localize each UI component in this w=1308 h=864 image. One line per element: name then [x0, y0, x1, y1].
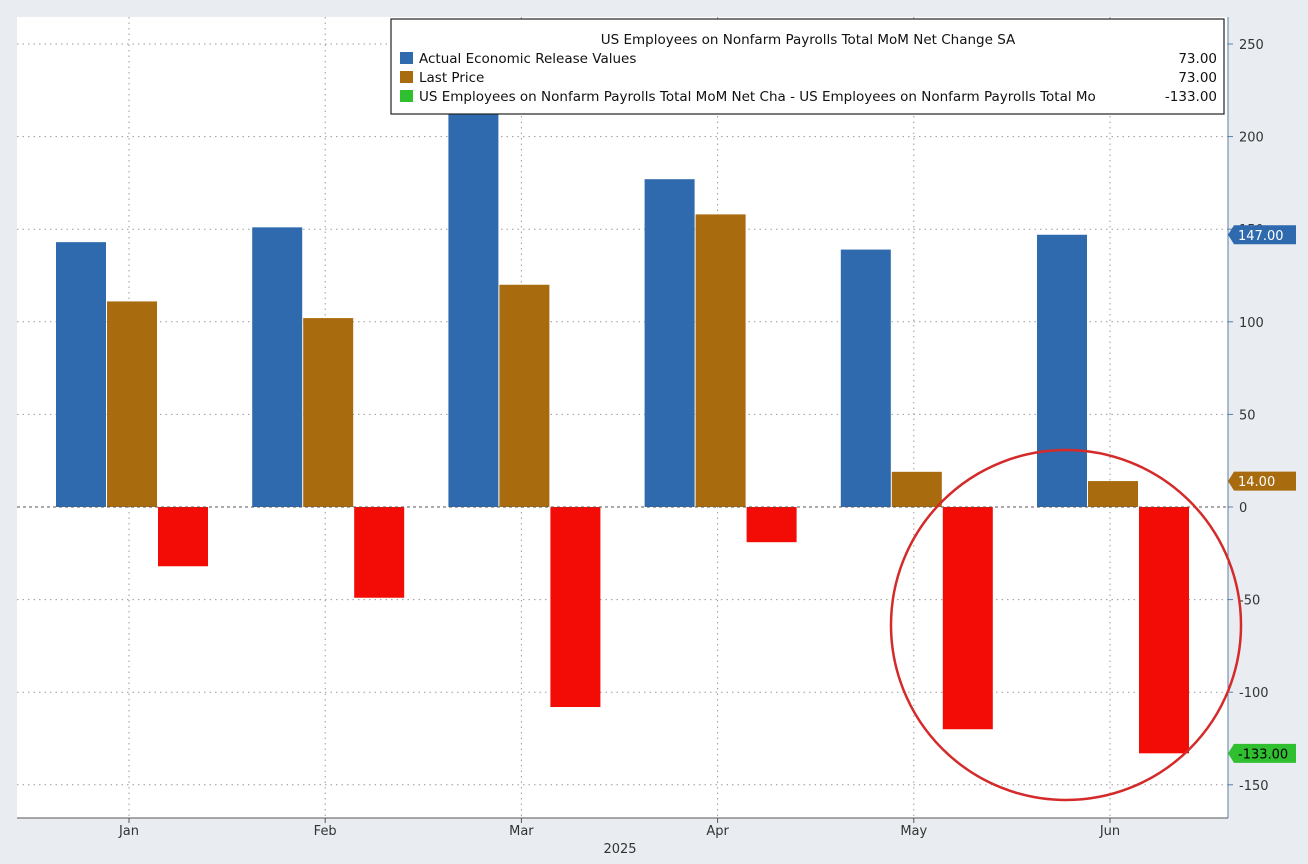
bar-actual-may — [840, 249, 891, 507]
x-tick-label: Feb — [314, 824, 337, 839]
x-tick-label: May — [900, 824, 927, 839]
highlight-circle — [889, 448, 1243, 802]
legend-series-name: Actual Economic Release Values — [419, 51, 636, 67]
bar-actual-apr — [644, 179, 695, 508]
x-tick-label: Jun — [1099, 824, 1120, 839]
value-badge: 14.00 — [1228, 471, 1296, 491]
bar-last-price-apr — [695, 214, 746, 507]
legend-series-name: US Employees on Nonfarm Payrolls Total M… — [419, 89, 1096, 105]
x-axis: 2025 Jan Feb Mar Apr May Jun — [17, 817, 1228, 857]
badge-label: -133.00 — [1238, 747, 1288, 762]
bar-last-price-mar — [499, 284, 550, 507]
bar-actual-jan — [56, 242, 106, 507]
bar-actual-jun — [1037, 234, 1087, 508]
bar-actual-feb — [252, 227, 303, 507]
y-tick-label: -50 — [1239, 594, 1260, 609]
value-badges: 147.00 14.00 -133.00 — [1228, 225, 1296, 763]
bars — [56, 84, 1189, 754]
legend-box — [390, 18, 1225, 115]
bar-difference-apr — [746, 507, 797, 543]
bar-last-price-jan — [107, 301, 157, 507]
y-tick-label: -100 — [1239, 686, 1269, 701]
y-tick-label: 0 — [1239, 501, 1247, 516]
bar-last-price-feb — [303, 318, 354, 507]
chart-title: US Employees on Nonfarm Payrolls Total M… — [601, 32, 1016, 48]
bar-difference-jan — [158, 507, 208, 567]
y-tick-label: 200 — [1239, 131, 1264, 146]
value-badge: -133.00 — [1228, 743, 1296, 763]
y-axis: -150-100-50050100150200250 — [1227, 17, 1269, 818]
legend-swatch — [400, 52, 413, 64]
y-tick-label: 50 — [1239, 408, 1256, 423]
badge-label: 14.00 — [1238, 475, 1275, 490]
x-tick-label: Mar — [509, 824, 534, 839]
legend-swatch — [400, 71, 413, 83]
bar-difference-feb — [354, 507, 405, 598]
badge-label: 147.00 — [1238, 229, 1284, 244]
legend-series-value: 73.00 — [1178, 51, 1217, 67]
x-axis-label: 2025 — [603, 842, 636, 857]
bar-last-price-jun — [1088, 481, 1138, 507]
plot-area — [17, 17, 1228, 818]
x-tick-label: Jan — [118, 824, 139, 839]
y-tick-label: 250 — [1239, 38, 1264, 53]
bar-difference-may — [942, 507, 993, 730]
legend-series-value: -133.00 — [1165, 89, 1217, 105]
legend-series-value: 73.00 — [1178, 70, 1217, 86]
legend-swatch — [400, 90, 413, 102]
x-tick-label: Apr — [706, 824, 729, 839]
value-badge: 147.00 — [1228, 225, 1296, 245]
bar-difference-mar — [550, 507, 601, 708]
y-tick-label: 100 — [1239, 316, 1264, 331]
bar-actual-mar — [448, 84, 499, 507]
legend-series-name: Last Price — [419, 70, 484, 86]
legend: US Employees on Nonfarm Payrolls Total M… — [390, 18, 1225, 115]
bar-last-price-may — [891, 471, 942, 507]
y-tick-label: -150 — [1239, 779, 1269, 794]
bar-difference-jun — [1139, 507, 1189, 754]
